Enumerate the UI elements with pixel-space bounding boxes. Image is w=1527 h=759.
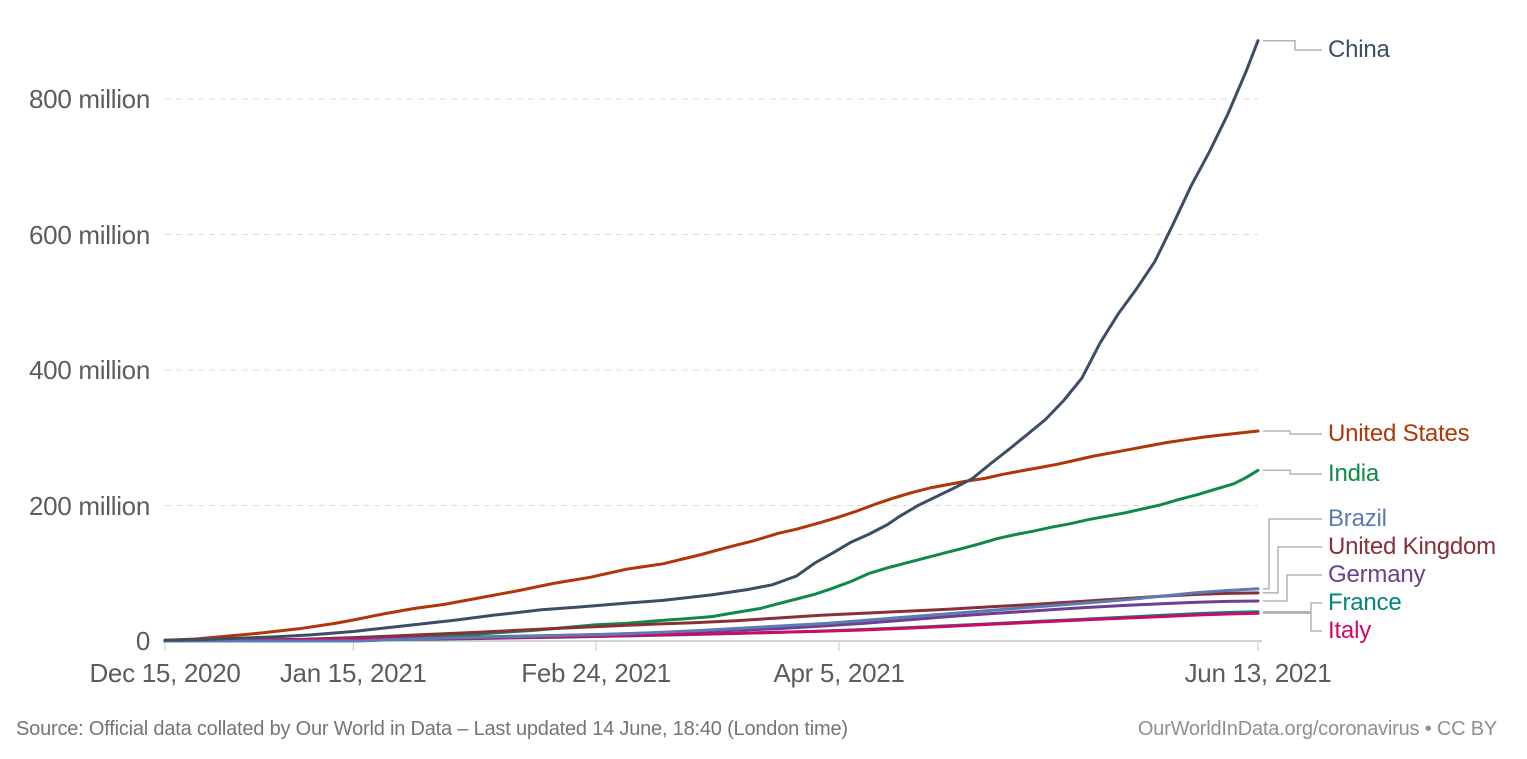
y-tick-label: 0 — [135, 626, 150, 656]
legend-label-china[interactable]: China — [1328, 36, 1390, 63]
legend-connector-china — [1263, 39, 1322, 51]
legend-label-india[interactable]: India — [1328, 460, 1380, 487]
legend-label-france[interactable]: France — [1328, 589, 1402, 616]
legend-connector-germany — [1263, 574, 1322, 602]
legend-label-united-states[interactable]: United States — [1328, 420, 1470, 447]
series-line-india[interactable] — [163, 468, 1260, 643]
y-tick-label: 800 million — [29, 84, 150, 114]
legend-connector-france — [1263, 602, 1322, 613]
attribution-link[interactable]: OurWorldInData.org/coronavirus • CC BY — [1137, 718, 1497, 740]
series-line-united-states[interactable] — [163, 429, 1260, 642]
x-tick-label: Dec 15, 2020 — [89, 658, 241, 688]
legend-connector-brazil — [1263, 518, 1322, 590]
y-tick-label: 200 million — [29, 490, 150, 521]
x-tick-label: Apr 5, 2021 — [773, 658, 905, 688]
series-line-brazil[interactable] — [163, 587, 1260, 643]
legend-label-united-kingdom[interactable]: United Kingdom — [1328, 533, 1496, 560]
legend-connector-united-states — [1263, 430, 1322, 435]
legend-label-brazil[interactable]: Brazil — [1328, 505, 1387, 532]
series-line-china[interactable] — [163, 39, 1260, 642]
series-line-united-kingdom[interactable] — [163, 591, 1260, 643]
x-tick-label: Jun 13, 2021 — [1184, 658, 1332, 688]
legend-connector-italy — [1263, 612, 1322, 632]
x-tick-label: Feb 24, 2021 — [521, 658, 671, 688]
legend-label-italy[interactable]: Italy — [1328, 617, 1372, 644]
y-tick-label: 400 million — [29, 355, 150, 385]
x-tick-label: Jan 15, 2021 — [279, 658, 427, 688]
y-tick-label: 600 million — [29, 219, 150, 250]
source-text: Source: Official data collated by Our Wo… — [16, 718, 848, 740]
legend-connector-united-kingdom — [1263, 546, 1322, 594]
legend-connector-india — [1263, 469, 1322, 475]
legend-label-germany[interactable]: Germany — [1328, 561, 1426, 588]
